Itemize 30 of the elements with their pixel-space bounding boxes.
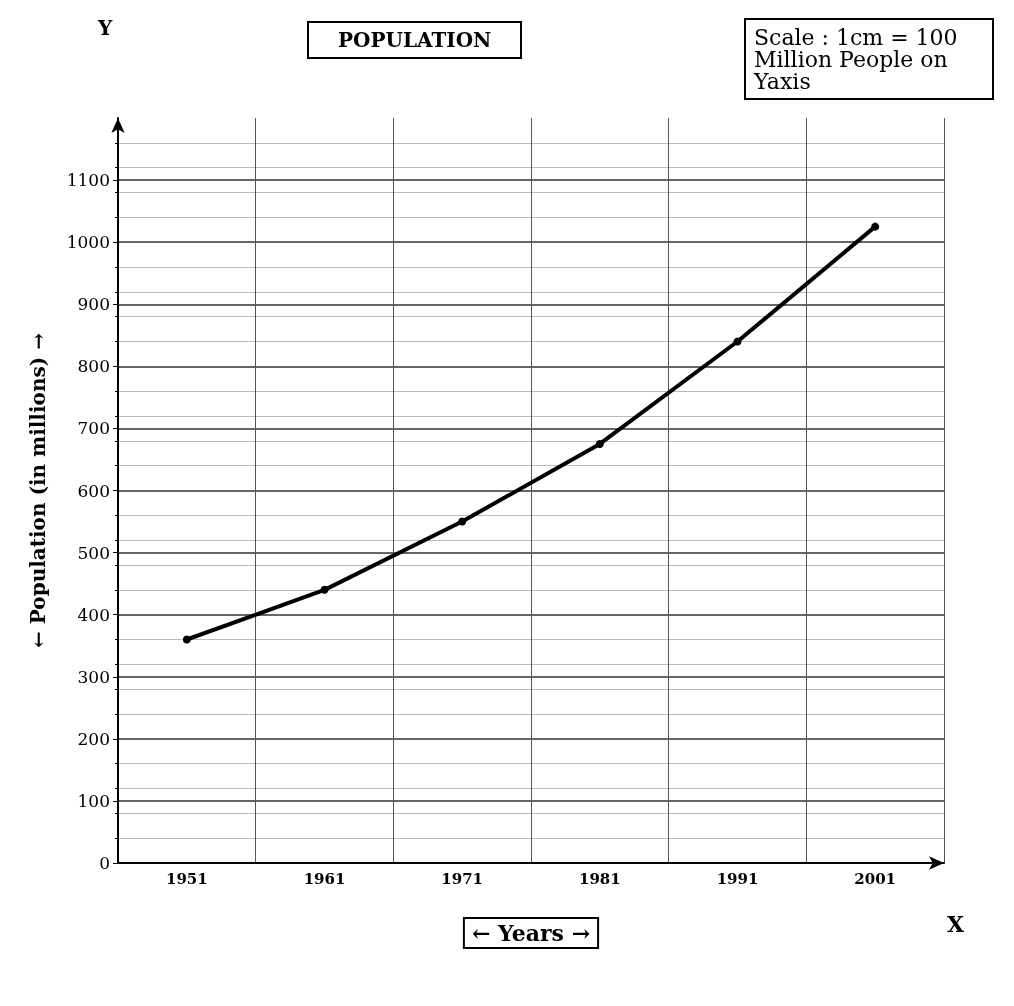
y-tick-label: 300 <box>77 666 110 687</box>
y-tick-label: 700 <box>77 418 110 439</box>
x-tick-label: 1961 <box>303 869 346 888</box>
x-tick-label: 2001 <box>854 869 897 888</box>
x-tick-label: 1991 <box>716 869 759 888</box>
chart-title: POPULATION <box>338 28 492 52</box>
y-tick-label: 600 <box>77 480 110 501</box>
y-tick-label: 1100 <box>66 170 110 191</box>
point <box>595 439 604 448</box>
x-axis-title: ← Years → <box>471 920 591 946</box>
y-tick-label: 0 <box>99 853 110 873</box>
x-tick-label: 1981 <box>578 869 621 888</box>
text: Y <box>97 16 113 40</box>
x-tick-label: 1971 <box>441 869 484 888</box>
y-tick-label: 900 <box>77 294 110 315</box>
y-tick-label: 500 <box>77 542 110 563</box>
point <box>871 222 880 231</box>
point <box>182 635 191 644</box>
y-tick-label: 1000 <box>66 232 110 253</box>
y-tick-label: 400 <box>77 604 110 625</box>
y-tick-label: 800 <box>77 356 110 377</box>
x-tick-label: 1951 <box>165 869 208 888</box>
text: X <box>946 911 965 937</box>
point <box>733 337 742 346</box>
point <box>320 585 329 594</box>
text: Scale : 1cm = 100 Million People on Yaxis <box>753 24 965 94</box>
y-tick-label: 100 <box>77 790 110 811</box>
y-tick-label: 200 <box>77 728 110 749</box>
y-axis-title: ← Population (in millions) → <box>26 332 50 648</box>
point <box>458 517 467 526</box>
